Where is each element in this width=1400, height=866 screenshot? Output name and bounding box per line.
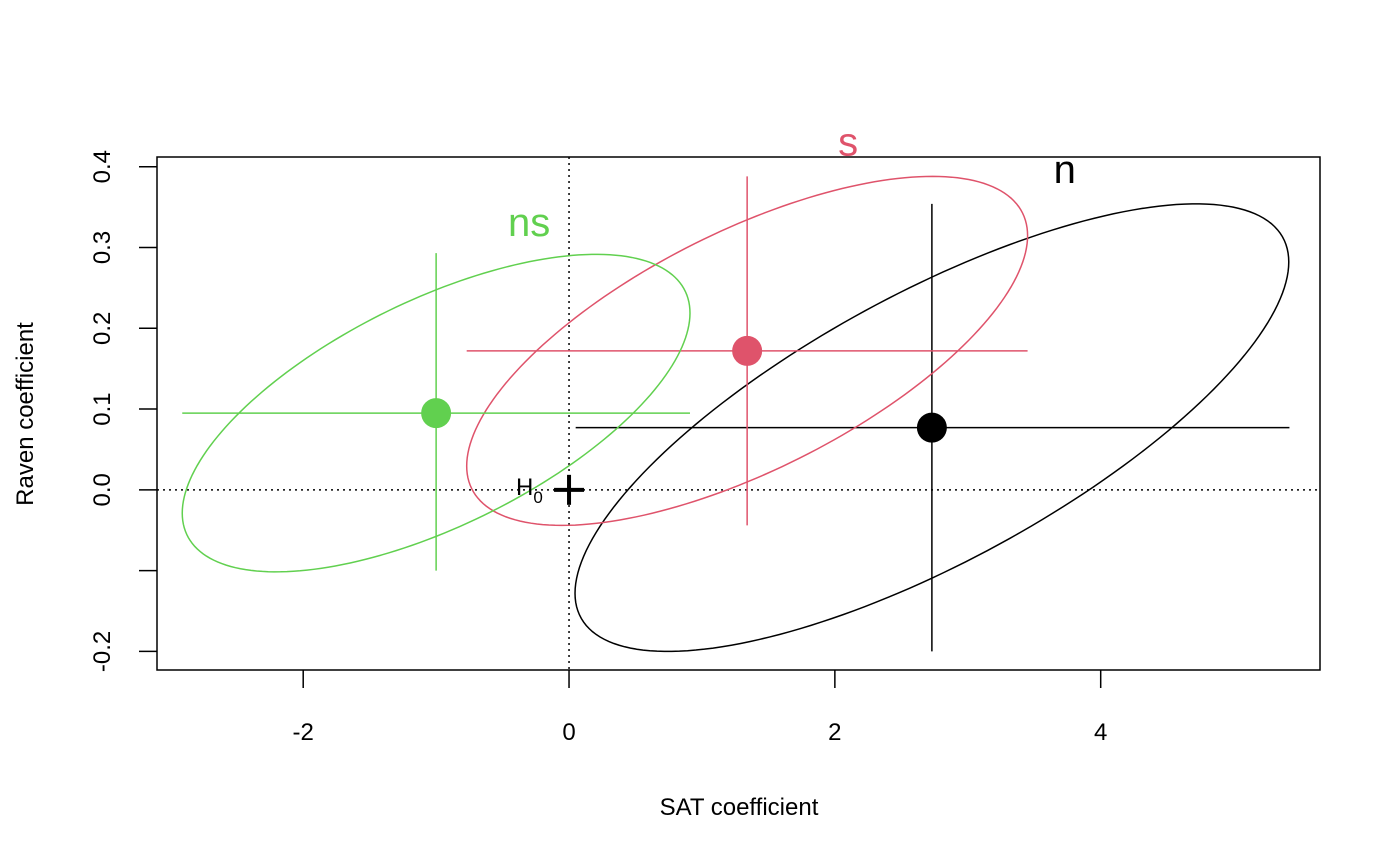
y-tick-label: 0.0 <box>89 473 116 506</box>
h0-label-subscript: 0 <box>533 488 542 507</box>
group-label-ns: ns <box>508 201 550 245</box>
plot-frame <box>156 156 1321 671</box>
group-label-n: n <box>1054 148 1076 192</box>
x-axis-title: SAT coefficient <box>660 794 819 821</box>
x-tick-label: 4 <box>1094 719 1107 746</box>
ellipse-s <box>465 175 1029 527</box>
y-tick-label: 0.1 <box>89 392 116 425</box>
y-tick-label: -0.2 <box>89 631 116 672</box>
x-tick-label: -2 <box>293 719 314 746</box>
point-ns <box>421 398 452 429</box>
y-tick-label: 0.4 <box>89 150 116 183</box>
x-tick-label: 2 <box>828 719 841 746</box>
ellipse-n <box>574 203 1290 653</box>
x-tick-label: 0 <box>562 719 575 746</box>
point-s <box>732 335 763 366</box>
ellipse-ns <box>181 253 691 573</box>
y-axis-title: Raven coefficient <box>12 322 39 506</box>
y-tick-label: 0.2 <box>89 312 116 345</box>
y-tick-label: 0.3 <box>89 231 116 264</box>
group-label-s: s <box>838 120 858 164</box>
point-n <box>916 412 947 443</box>
